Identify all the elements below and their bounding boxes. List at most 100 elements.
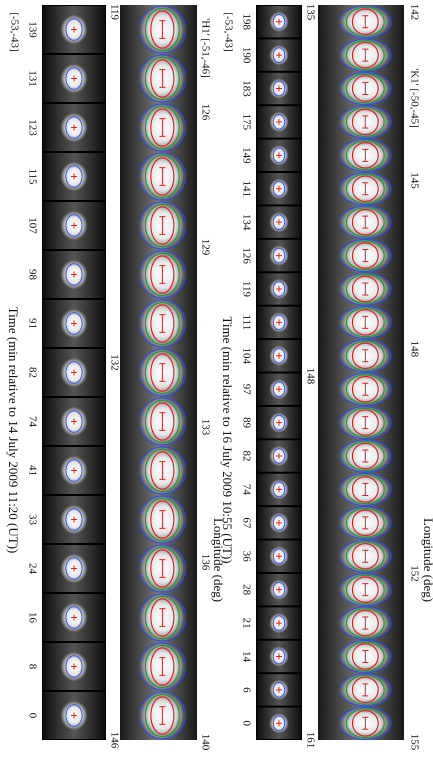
strip-contour	[272, 214, 286, 231]
contour-outer	[339, 539, 392, 573]
contour-outer	[339, 639, 392, 674]
contour-mid	[345, 574, 385, 605]
strip-tick-label: 135	[304, 4, 316, 21]
time-label: 82	[240, 451, 252, 462]
time-label: 36	[240, 551, 252, 563]
time-label: 198	[240, 13, 252, 30]
error-bar	[159, 608, 166, 627]
contour-outer	[339, 573, 392, 607]
strip-contour	[65, 655, 83, 678]
error-bar	[362, 482, 369, 496]
contour-outer	[339, 406, 392, 440]
contour-inner	[150, 10, 175, 49]
strip-contour	[272, 247, 286, 264]
time-label: 149	[240, 147, 252, 164]
contour-mid	[345, 407, 385, 438]
strip-cross	[276, 118, 282, 125]
contour-mid	[345, 641, 385, 672]
error-bar	[362, 449, 369, 463]
contour-mid	[144, 203, 180, 248]
strip-cross	[71, 467, 77, 474]
contour-mid	[345, 207, 385, 238]
contour-inner	[150, 647, 175, 686]
contour-mid	[144, 105, 180, 150]
contour-inner	[351, 108, 379, 136]
contour-inner	[351, 309, 379, 336]
contour-inner	[351, 643, 379, 670]
time-label: 91	[26, 318, 38, 329]
contour-outer	[339, 506, 392, 540]
error-bar	[362, 683, 369, 697]
contour-outer	[138, 103, 186, 152]
strip-cross	[276, 18, 282, 25]
strip-tick-label: 119	[108, 4, 120, 21]
contour-outer	[138, 348, 186, 397]
error-bar	[362, 349, 369, 363]
contour-outer	[339, 606, 392, 640]
contour-mid	[345, 608, 385, 639]
strip-tick-label: 132	[108, 354, 120, 371]
contour-mid	[345, 541, 385, 572]
strip-contour	[272, 448, 286, 464]
time-label: 134	[240, 214, 252, 231]
strip-contour	[65, 410, 83, 433]
strip-label: [-53,-43]	[8, 12, 20, 51]
strip-contour	[65, 361, 83, 384]
error-bar	[159, 412, 166, 431]
time-label: 183	[240, 80, 252, 97]
strip-contour	[272, 47, 286, 63]
strip-cross	[71, 320, 77, 327]
strip-cross	[71, 271, 77, 278]
contour-inner	[351, 175, 379, 203]
contour-mid	[144, 301, 180, 346]
error-bar	[159, 216, 166, 235]
time-label: 89	[240, 417, 252, 429]
error-bar	[362, 249, 369, 263]
contour-mid	[345, 307, 385, 338]
error-bar	[362, 616, 369, 630]
contour-outer	[138, 495, 186, 544]
contour-outer	[339, 372, 392, 406]
time-label: 21	[240, 618, 252, 629]
contour-inner	[150, 696, 175, 735]
strip-cross	[71, 712, 77, 719]
error-bar	[159, 265, 166, 284]
contour-outer	[339, 706, 392, 740]
error-bar	[362, 115, 369, 129]
strip-contour	[272, 281, 286, 297]
contour-mid	[345, 441, 385, 471]
contour-mid	[345, 507, 385, 538]
time-label: 0	[240, 721, 252, 727]
contour-mid	[144, 154, 180, 199]
time-label: 97	[240, 384, 252, 396]
contour-outer	[138, 54, 186, 103]
contour-outer	[138, 691, 186, 740]
error-bar	[362, 15, 369, 29]
error-bar	[362, 416, 369, 430]
strip-contour	[272, 13, 286, 30]
contour-outer	[138, 5, 186, 54]
contour-outer	[339, 339, 392, 373]
strip-cross	[276, 386, 282, 393]
error-bar	[159, 657, 166, 676]
contour-inner	[351, 8, 379, 36]
contour-mid	[345, 140, 385, 171]
time-label: 33	[26, 514, 38, 526]
error-bar	[159, 559, 166, 578]
time-label: 8	[26, 664, 38, 670]
contour-inner	[150, 206, 175, 245]
contour-inner	[351, 609, 379, 637]
error-bar	[362, 583, 369, 597]
strip-cross	[276, 620, 282, 627]
strip-cross	[71, 565, 77, 572]
time-label: 123	[26, 119, 38, 136]
contour-mid	[345, 674, 385, 705]
strip-cross	[71, 516, 77, 523]
contour-inner	[351, 342, 379, 370]
time-label: 14	[240, 651, 252, 663]
contour-inner	[150, 255, 175, 294]
strip-cross	[276, 686, 282, 693]
strip-cross	[276, 252, 282, 259]
